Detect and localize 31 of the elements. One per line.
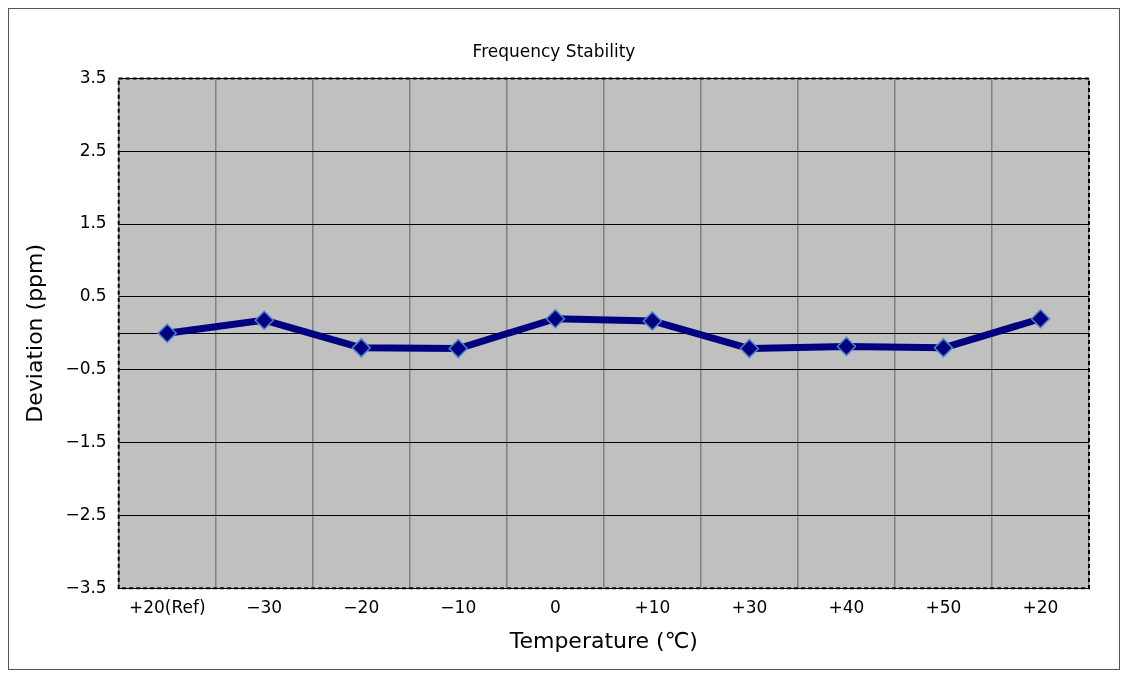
point — [933, 338, 954, 358]
x-tick-label: −30 — [246, 596, 283, 617]
y-axis-title: Deviation (ppm) — [21, 243, 47, 423]
y-tick-label: 1.5 — [79, 212, 107, 233]
point — [351, 338, 372, 358]
y-tick-label: 3.5 — [79, 66, 107, 87]
x-tick-label: +20(Ref) — [128, 596, 206, 617]
x-tick-label: +10 — [634, 596, 671, 617]
y-tick-label: 2.5 — [79, 139, 107, 160]
y-tick-label: −0.5 — [65, 358, 107, 379]
point — [157, 323, 177, 344]
x-tick-label: −20 — [343, 596, 380, 617]
point — [448, 338, 469, 359]
y-tick-label: −3.5 — [65, 576, 107, 597]
y-tick-label: 0.5 — [79, 285, 107, 306]
y-tick-label: −2.5 — [65, 503, 107, 524]
point — [739, 338, 760, 359]
point — [545, 308, 566, 329]
x-axis-title: Temperature (℃) — [508, 627, 698, 653]
point — [642, 311, 663, 331]
point — [836, 336, 857, 357]
x-tick-label: +20 — [1022, 596, 1059, 617]
x-tick-label: +50 — [925, 596, 962, 617]
point — [254, 310, 274, 330]
chart-title: Frequency Stability — [472, 40, 636, 61]
point — [1030, 308, 1051, 329]
x-tick-label: −10 — [440, 596, 477, 617]
y-tick-label: −1.5 — [65, 430, 107, 451]
x-tick-label: +40 — [828, 596, 865, 617]
x-tick-label: +30 — [731, 596, 768, 617]
x-tick-label: 0 — [549, 596, 561, 617]
